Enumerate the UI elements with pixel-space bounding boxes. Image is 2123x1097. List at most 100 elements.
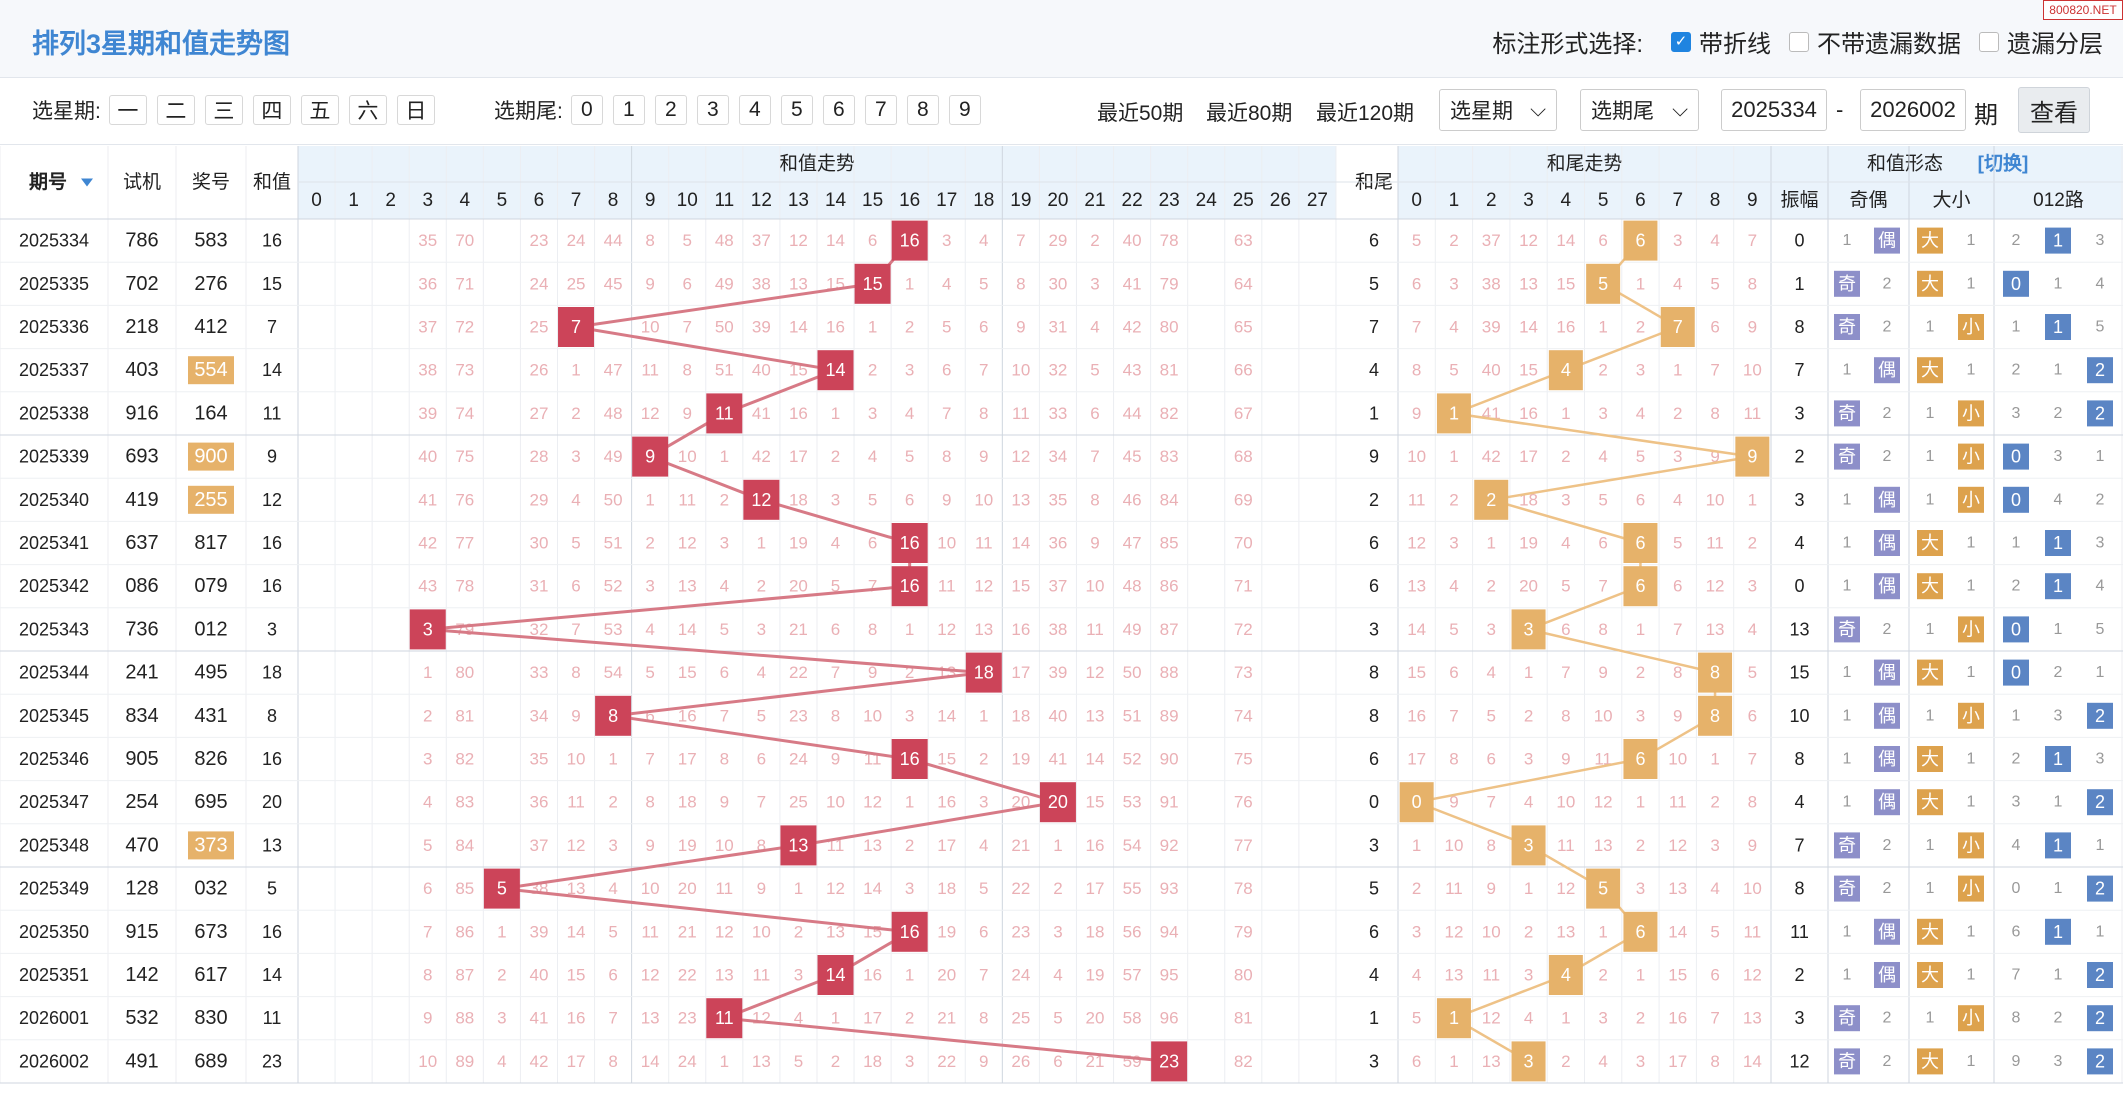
recent-120-link[interactable]: 最近120期	[1316, 102, 1415, 125]
sum-missing-value: 7	[645, 750, 654, 769]
tail-chip-9[interactable]: 9	[948, 95, 981, 125]
tail-ball-label: 1	[1449, 403, 1459, 423]
weekday-chip-tue[interactable]: 二	[156, 95, 195, 125]
sum-missing-value: 49	[1123, 620, 1142, 639]
odd-even-header: 奇偶	[1849, 189, 1887, 211]
tail-chip-0[interactable]: 0	[570, 95, 603, 125]
checkbox-missing-layers[interactable]	[1979, 31, 1999, 52]
award-highlight	[188, 831, 234, 860]
odd-even-tag	[1874, 789, 1900, 816]
option-no-missing-data[interactable]: 不带遗漏数据	[1789, 24, 1961, 59]
amplitude-cell: 3	[1794, 403, 1804, 423]
from-period-input[interactable]: 2025334	[1721, 89, 1827, 131]
sum-missing-value: 33	[529, 663, 548, 682]
weekday-chip-mon[interactable]: 一	[108, 95, 147, 125]
switch-link[interactable]: [切换]	[1978, 152, 2029, 175]
weekday-chip-sat[interactable]: 六	[348, 95, 387, 125]
sort-down-icon[interactable]	[81, 178, 93, 187]
sum-missing-value: 16	[789, 404, 808, 423]
period-column-header[interactable]: 期号	[29, 171, 67, 193]
sum-missing-value: 8	[645, 793, 654, 812]
recent-50-link[interactable]: 最近50期	[1097, 102, 1184, 125]
sum-missing-value: 83	[1160, 447, 1179, 466]
sum-missing-value: 21	[789, 620, 808, 639]
sum-missing-value: 76	[455, 490, 474, 509]
sum-missing-value: 4	[757, 663, 766, 682]
tail-chip-4[interactable]: 4	[738, 95, 771, 125]
tail-missing-value: 2	[1524, 706, 1533, 725]
tail-missing-value: 1	[1636, 620, 1645, 639]
sum-missing-value: 5	[868, 490, 877, 509]
sum-missing-value: 9	[942, 490, 951, 509]
sum-missing-value: 86	[455, 922, 474, 941]
award-cell: 689	[194, 1050, 227, 1072]
big-small-missing: 1	[1926, 405, 1935, 422]
period-cell: 2026002	[19, 1051, 89, 1071]
sum-missing-value: 13	[974, 620, 993, 639]
checkbox-no-missing[interactable]	[1789, 31, 1809, 52]
option-missing-layers[interactable]: 遗漏分层	[1979, 24, 2103, 59]
tail-ball-label: 7	[1673, 317, 1683, 337]
tail-chip-6[interactable]: 6	[822, 95, 855, 125]
tail-chip-5[interactable]: 5	[780, 95, 813, 125]
tail-missing-value: 8	[1487, 836, 1496, 855]
tail-col-label: 8	[1710, 190, 1721, 211]
tail-missing-value: 40	[1482, 361, 1501, 380]
sum-missing-value: 5	[1053, 1009, 1062, 1028]
weekday-chip-sun[interactable]: 日	[396, 95, 435, 125]
tail-missing-value: 4	[1449, 318, 1458, 337]
tail-missing-value: 2	[1636, 318, 1645, 337]
weekday-select[interactable]: 选星期 ⌵	[1439, 89, 1557, 131]
checkbox-polyline[interactable]: ✓	[1671, 31, 1691, 52]
sum-missing-value: 23	[529, 231, 548, 250]
weekday-chip-fri[interactable]: 五	[300, 95, 339, 125]
tail-missing-value: 8	[1673, 663, 1682, 682]
big-small-tag	[1917, 918, 1943, 945]
sum-missing-value: 87	[455, 966, 474, 985]
tail-chip-2[interactable]: 2	[654, 95, 687, 125]
route-missing: 7	[2012, 967, 2021, 984]
tail-missing-value: 2	[1412, 879, 1421, 898]
sum-missing-value: 2	[423, 706, 432, 725]
to-period-input[interactable]: 2026002	[1860, 89, 1966, 131]
sum-missing-value: 6	[423, 879, 432, 898]
tail-missing-value: 8	[1412, 361, 1421, 380]
sum-missing-value: 13	[641, 1009, 660, 1028]
sum-missing-value: 7	[720, 706, 729, 725]
sum-missing-value: 89	[1160, 706, 1179, 725]
option-with-polyline[interactable]: ✓ 带折线	[1671, 24, 1771, 59]
weekday-chip-thu[interactable]: 四	[252, 95, 291, 125]
odd-even-missing: 1	[1843, 491, 1852, 508]
odd-even-tag-label: 偶	[1878, 922, 1896, 942]
sum-missing-value: 78	[1160, 231, 1179, 250]
tail-ball	[1511, 609, 1546, 650]
tail-missing-value: 3	[1636, 1052, 1645, 1071]
big-small-missing: 1	[1967, 923, 1976, 940]
weekday-chip-wed[interactable]: 三	[204, 95, 243, 125]
tail-chip-8[interactable]: 8	[906, 95, 939, 125]
query-button[interactable]: 查看	[2018, 87, 2090, 133]
sum-missing-value: 2	[868, 361, 877, 380]
sum-missing-value: 10	[752, 922, 771, 941]
recent-80-link[interactable]: 最近80期	[1206, 102, 1293, 125]
sum-missing-value: 3	[905, 706, 914, 725]
tail-chip-7[interactable]: 7	[864, 95, 897, 125]
tail-missing-value: 5	[1673, 534, 1682, 553]
sum-missing-value: 18	[789, 490, 808, 509]
sum-ball-label: 23	[1159, 1051, 1179, 1071]
amplitude-cell: 3	[1794, 1008, 1804, 1028]
tail-ball-label: 6	[1635, 749, 1645, 769]
sum-cell: 16	[262, 533, 282, 553]
tail-chip-1[interactable]: 1	[612, 95, 645, 125]
tail-select[interactable]: 选期尾 ⌵	[1580, 89, 1699, 131]
tail-missing-value: 42	[1482, 447, 1501, 466]
sum-missing-value: 16	[826, 318, 845, 337]
tail-missing-value: 39	[1482, 318, 1501, 337]
tail-chip-3[interactable]: 3	[696, 95, 729, 125]
sum-missing-value: 64	[1234, 274, 1253, 293]
tail-missing-value: 8	[1449, 750, 1458, 769]
sim-cell: 905	[125, 748, 158, 770]
sim-cell: 254	[125, 791, 158, 813]
sum-missing-value: 82	[1160, 404, 1179, 423]
tail-missing-value: 5	[1449, 361, 1458, 380]
